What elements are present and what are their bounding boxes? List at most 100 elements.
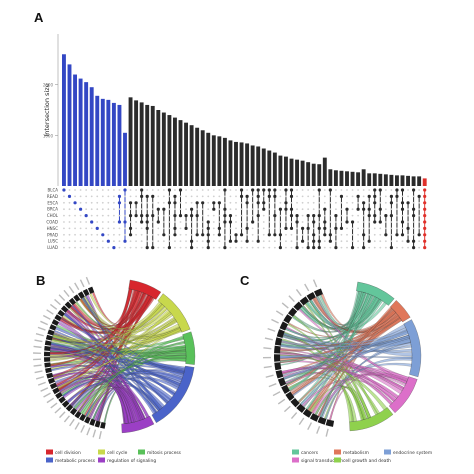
matrix-dot-on: [190, 207, 194, 211]
gene-label-mark: [268, 383, 277, 388]
matrix-dot-on: [206, 220, 210, 224]
matrix-dot-off: [279, 214, 282, 217]
matrix-dot-off: [90, 233, 93, 236]
matrix-dot-off: [179, 221, 182, 223]
matrix-dot-off: [351, 189, 354, 191]
matrix-dot-off: [157, 201, 160, 204]
matrix-dot-off: [101, 240, 104, 243]
legend-label: cell cycle: [107, 450, 128, 456]
gene-label-mark: [79, 279, 85, 288]
matrix-dot-off: [307, 189, 310, 191]
matrix-dot-off: [168, 214, 171, 217]
matrix-dot-on: [223, 220, 227, 224]
matrix-dot-off: [107, 195, 110, 198]
ribbon: [282, 368, 397, 402]
matrix-dot-on: [317, 214, 321, 218]
gene-label-mark: [46, 397, 55, 404]
matrix-dot-off: [96, 189, 99, 191]
matrix-dot-off: [135, 233, 138, 236]
gene-label-mark: [35, 332, 44, 337]
set-label: ESCA: [47, 200, 58, 205]
matrix-dot-off: [113, 227, 115, 230]
matrix-dot-off: [273, 221, 276, 223]
matrix-dot-off: [412, 221, 415, 223]
matrix-dot-off: [63, 233, 65, 236]
gene-label-mark: [86, 427, 91, 436]
legend-swatch: [138, 449, 145, 455]
matrix-dot-off: [151, 233, 154, 236]
matrix-dot-on: [400, 220, 405, 224]
matrix-dot-off: [401, 246, 404, 249]
matrix-dot-on: [339, 226, 344, 230]
matrix-dot-off: [235, 189, 237, 191]
matrix-dot-on: [128, 201, 133, 205]
gene-label-mark: [85, 276, 91, 285]
matrix-dot-off: [312, 208, 315, 211]
matrix-dot-off: [335, 189, 337, 191]
matrix-dot-off: [235, 208, 237, 211]
matrix-dot-off: [235, 246, 237, 249]
bar: [222, 137, 227, 186]
matrix-dot-off: [340, 246, 343, 249]
matrix-dot-off: [196, 240, 199, 243]
gene-segment: [44, 362, 51, 368]
matrix-dot-off: [362, 221, 365, 223]
matrix-dot-off: [129, 221, 132, 223]
gene-segment: [82, 288, 90, 297]
matrix-dot-off: [268, 246, 271, 249]
matrix-dot-off: [185, 201, 187, 204]
matrix-dot-off: [307, 233, 310, 236]
matrix-dot-off: [368, 201, 371, 204]
bar: [333, 170, 338, 186]
matrix-dot-off: [162, 214, 165, 217]
matrix-dot-on: [289, 188, 294, 192]
matrix-dot-off: [407, 221, 409, 223]
matrix-dot-off: [85, 246, 88, 249]
gene-segment: [276, 329, 285, 338]
matrix-dot-off: [140, 201, 143, 204]
matrix-dot-off: [113, 195, 115, 198]
matrix-dot-off: [196, 195, 199, 198]
gene-segment: [89, 418, 96, 426]
matrix-dot-off: [251, 233, 254, 236]
matrix-dot-off: [196, 189, 199, 191]
bar: [311, 163, 316, 186]
gene-segment: [44, 351, 51, 357]
gene-segment: [283, 314, 293, 324]
matrix-dot-off: [273, 246, 276, 249]
matrix-dot-off: [162, 246, 165, 249]
matrix-dot-off: [307, 240, 310, 243]
matrix-dot-on: [140, 194, 144, 198]
matrix-dot-off: [63, 214, 65, 217]
matrix-dot-on: [306, 246, 310, 250]
matrix-dot-on: [384, 233, 388, 237]
matrix-dot-off: [301, 214, 304, 217]
matrix-dot-on: [312, 214, 316, 218]
matrix-dot-off: [124, 201, 126, 204]
gene-segment: [44, 340, 52, 346]
matrix-dot-off: [323, 189, 326, 191]
bar: [111, 102, 116, 186]
legend-label: cell division: [55, 450, 81, 456]
matrix-dot-off: [401, 214, 404, 217]
matrix-dot-on: [334, 246, 338, 250]
matrix-dot-off: [384, 195, 387, 198]
matrix-dot-on: [367, 239, 371, 243]
matrix-dot-off: [113, 201, 115, 204]
matrix-dot-on: [289, 194, 294, 198]
matrix-dot-on: [162, 207, 166, 211]
matrix-dot-off: [396, 227, 398, 230]
matrix-dot-off: [101, 221, 104, 223]
bar: [189, 125, 194, 186]
matrix-dot-on: [423, 214, 427, 218]
matrix-dot-off: [329, 195, 332, 198]
matrix-dot-off: [379, 233, 382, 236]
matrix-dot-off: [257, 208, 260, 211]
matrix-dot-on: [317, 239, 321, 243]
bar: [250, 145, 255, 186]
matrix-dot-on: [423, 194, 427, 198]
matrix-dot-off: [329, 208, 332, 211]
matrix-dot-off: [290, 201, 293, 204]
matrix-dot-off: [390, 189, 393, 191]
matrix-dot-off: [107, 227, 110, 230]
